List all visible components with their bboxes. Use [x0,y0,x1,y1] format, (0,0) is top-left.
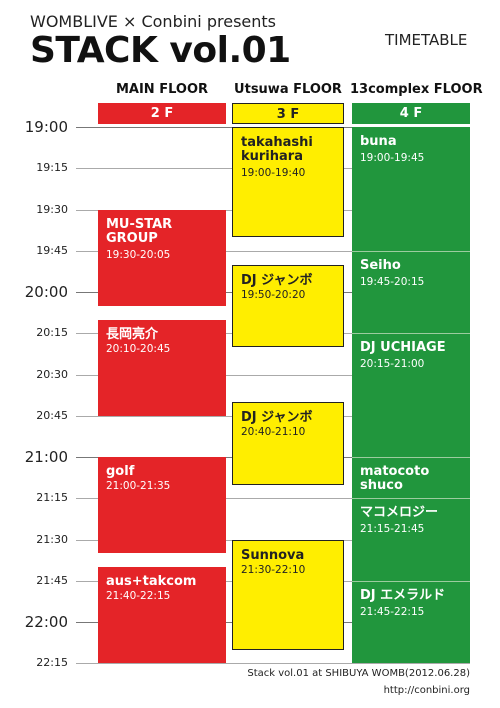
grid-line [76,251,470,252]
act-name: DJ ジャンボ [241,410,313,425]
act-name: Seiho [360,258,401,273]
utsuwa-floor-slot: Sunnova 21:30-22:10 [232,540,344,650]
set-time: 19:30-20:05 [106,249,171,261]
act-name: DJ ジャンボ [241,273,313,288]
floor-name-13complex: 13complex FLOOR [350,82,483,97]
slot-divider [352,581,470,582]
floor-badge-2f: 2 F [98,103,226,124]
time-label: 20:00 [24,283,68,301]
slot-divider [352,498,470,499]
time-label: 21:45 [36,574,68,587]
main-floor-slot: MU-STAR GROUP 19:30-20:05 [98,210,226,306]
main-floor-slot: 長岡亮介 20:10-20:45 [98,320,226,416]
time-label: 20:15 [36,326,68,339]
complex-floor-slot: マコメロジー 21:15-21:45 [352,498,470,581]
floor-name-main: MAIN FLOOR [115,82,209,97]
set-time: 21:40-22:15 [106,590,171,602]
footer-url: http://conbini.org [383,685,470,696]
act-name: DJ UCHIAGE [360,340,446,355]
grid-line [76,663,470,664]
set-time: 19:45-20:15 [360,276,425,288]
footer-credit: Stack vol.01 at SHIBUYA WOMB(2012.06.28) [247,668,470,679]
complex-floor-slot: DJ UCHIAGE 20:15-21:00 [352,333,470,457]
utsuwa-floor-slot: takahashi kurihara 19:00-19:40 [232,127,344,237]
time-label: 20:30 [36,368,68,381]
main-floor-slot: aus+takcom 21:40-22:15 [98,567,226,663]
event-title: STACK vol.01 [30,30,291,71]
set-time: 21:45-22:15 [360,606,425,618]
time-label: 20:45 [36,409,68,422]
act-name: マコメロジー [360,505,439,520]
complex-floor-slot: buna 19:00-19:45 [352,127,470,251]
grid-line [76,375,470,376]
act-name: Sunnova [241,548,305,563]
timetable-label: TIMETABLE [385,31,468,49]
act-name: aus+takcom [106,574,197,589]
set-time: 21:15-21:45 [360,523,425,535]
presenter-line: WOMBLIVE × Conbini presents [30,12,276,31]
set-time: 20:15-21:00 [360,358,425,370]
time-label: 19:30 [36,203,68,216]
floor-badge-3f: 3 F [232,103,344,124]
act-name: golf [106,464,135,479]
complex-floor-column [352,127,470,663]
act-name: takahashi kurihara [241,135,313,164]
act-name: buna [360,134,397,149]
grid-line [76,498,470,499]
time-label: 22:00 [24,613,68,631]
act-name: matocoto shuco [360,464,430,493]
floor-badge-4f: 4 F [352,103,470,124]
set-time: 20:10-20:45 [106,343,171,355]
set-time: 21:30-22:10 [241,564,306,576]
time-label: 19:00 [24,118,68,136]
act-name: 長岡亮介 [106,327,159,342]
utsuwa-floor-slot: DJ ジャンボ 20:40-21:10 [232,402,344,485]
time-label: 19:15 [36,161,68,174]
complex-floor-slot: Seiho 19:45-20:15 [352,251,470,333]
slot-divider [352,457,470,458]
utsuwa-floor-slot: DJ ジャンボ 19:50-20:20 [232,265,344,347]
act-name: DJ エメラルド [360,588,446,603]
set-time: 19:00-19:40 [241,167,306,179]
main-floor-slot: golf 21:00-21:35 [98,457,226,553]
slot-divider [352,333,470,334]
floor-name-utsuwa: Utsuwa FLOOR [234,82,342,97]
time-label: 21:00 [24,448,68,466]
time-label: 19:45 [36,244,68,257]
complex-floor-slot: DJ エメラルド 21:45-22:15 [352,581,470,663]
set-time: 19:00-19:45 [360,152,425,164]
act-name: MU-STAR GROUP [106,217,173,246]
set-time: 20:40-21:10 [241,426,306,438]
set-time: 19:50-20:20 [241,289,306,301]
time-label: 22:15 [36,656,68,669]
time-label: 21:15 [36,491,68,504]
complex-floor-slot: matocoto shuco [352,457,470,498]
slot-divider [352,251,470,252]
time-label: 21:30 [36,533,68,546]
set-time: 21:00-21:35 [106,480,171,492]
